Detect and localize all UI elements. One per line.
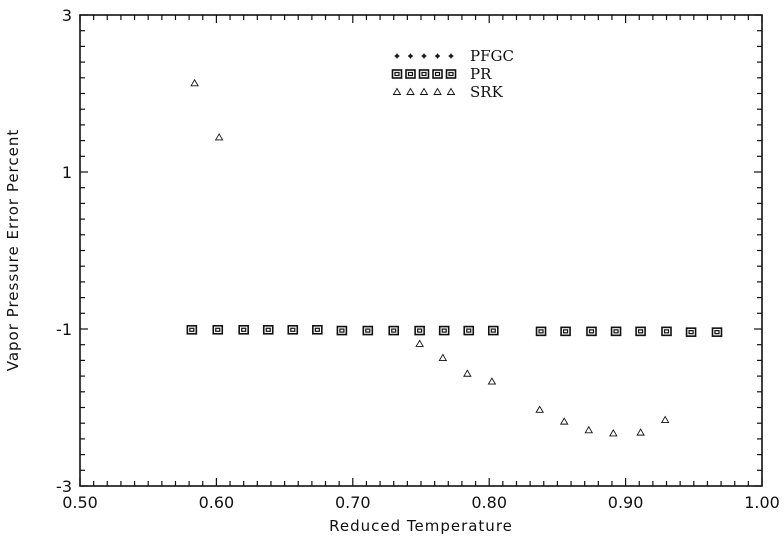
y-tick-label: -3	[56, 477, 72, 496]
point-pr	[463, 325, 475, 336]
legend-marker-srk	[446, 87, 456, 95]
y-tick-label: 3	[62, 6, 72, 25]
point-pr	[487, 325, 499, 336]
x-tick-label: 0.50	[62, 493, 98, 512]
point-srk	[559, 417, 569, 425]
legend-marker-srk	[392, 87, 402, 95]
y-tick-label: -1	[56, 320, 72, 339]
point-pr	[635, 326, 646, 337]
point-srk	[535, 405, 544, 413]
legend-marker-srk	[433, 87, 442, 95]
point-pr	[560, 326, 571, 337]
point-pr	[238, 324, 249, 335]
point-pr	[362, 325, 374, 336]
x-tick-label: 0.80	[471, 493, 507, 512]
point-pr	[586, 326, 597, 337]
point-srk	[463, 369, 472, 377]
axis-ticks	[79, 14, 763, 487]
y-tick-label: 1	[62, 163, 72, 182]
point-pr	[414, 325, 425, 336]
point-pr	[186, 324, 198, 335]
point-pr	[438, 325, 450, 336]
legend-marker-pr	[391, 69, 403, 79]
point-pr	[711, 327, 723, 337]
point-srk	[214, 133, 224, 141]
tick-labels: 0.50 0.60 0.70 0.80 0.90 1.00 -3 -1 1 3	[56, 6, 780, 512]
legend-marker-pr	[432, 69, 443, 79]
point-pr	[287, 324, 299, 335]
point-pr	[388, 325, 400, 336]
point-pr	[312, 324, 323, 335]
point-pr	[336, 325, 348, 336]
point-pr	[262, 324, 274, 335]
legend-marker-srk	[419, 87, 429, 95]
legend: PFGC PR SRK	[391, 47, 514, 101]
x-tick-label: 0.70	[335, 493, 371, 512]
point-pr	[212, 324, 224, 335]
point-pr	[610, 326, 622, 337]
y-axis-label: Vapor Pressure Error Percent	[4, 129, 22, 372]
legend-marker-srk	[406, 87, 415, 95]
legend-label-pr: PR	[470, 65, 492, 83]
x-tick-label: 0.60	[199, 493, 235, 512]
plot-frame	[79, 14, 763, 487]
legend-marker-pr	[405, 69, 416, 79]
point-srk	[487, 377, 497, 385]
point-srk	[415, 339, 424, 347]
x-axis-label: Reduced Temperature	[329, 517, 513, 535]
point-pr	[661, 326, 672, 337]
x-tick-label: 1.00	[744, 493, 780, 512]
data-points	[186, 78, 723, 437]
legend-marker-pfgc	[421, 53, 427, 59]
legend-marker-pfgc	[448, 53, 454, 59]
x-tick-label: 0.90	[608, 493, 644, 512]
legend-marker-pfgc	[394, 53, 400, 59]
point-srk	[584, 425, 594, 434]
point-pr	[535, 326, 547, 337]
point-srk	[190, 78, 199, 87]
point-srk	[438, 353, 448, 361]
point-srk	[660, 415, 670, 424]
point-srk	[636, 428, 645, 436]
legend-label-pfgc: PFGC	[470, 47, 514, 65]
legend-marker-pr	[418, 69, 430, 79]
legend-label-srk: SRK	[470, 83, 504, 101]
legend-marker-pfgc	[408, 53, 413, 59]
point-srk	[609, 429, 618, 437]
point-pr	[685, 327, 697, 337]
legend-markers	[391, 53, 457, 95]
legend-marker-pr	[445, 69, 457, 79]
legend-marker-pfgc	[435, 53, 440, 59]
